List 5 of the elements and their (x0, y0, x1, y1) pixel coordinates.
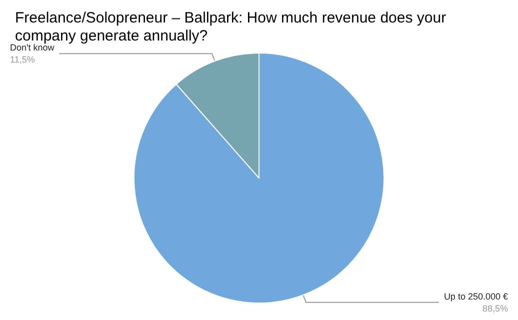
slice-label: Up to 250.000 € (444, 291, 508, 302)
data-label: 88,5% (482, 303, 508, 314)
chart-title: Freelance/Solopreneur – Ballpark: How much revenue does your company generate annually? (15, 10, 450, 44)
data-label: 11,5% (10, 54, 35, 65)
slice-label: Don't know (10, 42, 55, 53)
